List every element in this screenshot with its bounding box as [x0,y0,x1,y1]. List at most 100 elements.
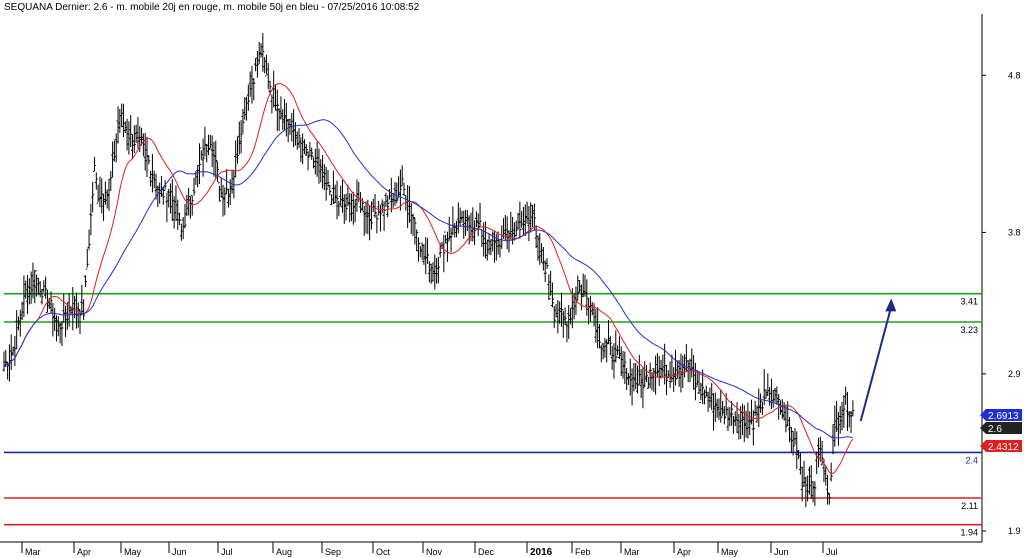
ohlc-bar [82,299,86,321]
ohlc-bar [514,220,518,237]
ohlc-bar [648,362,652,389]
ohlc-bar [597,324,601,349]
ohlc-bar [85,248,89,270]
ohlc-bar [308,141,312,157]
ohlc-bar [326,169,330,190]
ohlc-bar [15,310,19,350]
ohlc-bar [281,109,285,131]
ohlc-bar [257,41,261,64]
x-tick-label-15: Jun [774,547,789,557]
ohlc-bar [286,119,290,143]
ohlc-bar [266,62,270,90]
ohlc-bar [246,84,250,111]
ohlc-bar [800,466,804,502]
x-tick-label-13: Apr [677,547,691,557]
ohlc-bar [290,113,294,142]
ohlc-bar [102,193,106,222]
ohlc-bar [24,280,28,299]
ohlc-bar [310,147,314,160]
ohlc-bar [140,127,144,146]
ohlc-bar [588,295,592,322]
ohlc-bar [802,460,806,487]
ohlc-bar [335,180,339,220]
ohlc-bar [445,231,449,262]
ohlc-bar [159,176,163,197]
ohlc-bar [599,345,603,363]
ohlc-bar [547,274,551,300]
x-tick-label-9: Dec [478,547,495,557]
ohlc-bar [409,203,413,234]
ohlc-bar [636,365,639,394]
ohlc-bar [726,407,730,432]
ohlc-bar [710,382,714,411]
ohlc-bar [254,58,258,72]
ohlc-bar [223,187,227,216]
ohlc-bar [478,202,482,227]
ohlc-bar [264,54,268,77]
ohlc-bar [196,165,200,188]
svg-text:2.6: 2.6 [988,424,1002,435]
ohlc-bar [188,195,192,219]
ohlc-bar [27,278,31,305]
ohlc-bar [842,395,846,428]
ohlc-bar [241,108,245,134]
ohlc-bar [388,189,392,204]
ohlc-bar [94,172,98,190]
support-resistance-lines: 3.41 3.23 2.4 2.11 1.94 [4,292,982,538]
ohlc-bar [540,243,544,263]
ohlc-bar [654,355,658,395]
ohlc-bar [111,141,115,178]
ohlc-bar [433,254,437,290]
ohlc-bar [411,213,415,236]
price-badges: 2.6913 2.6 2.4312 [980,409,1022,453]
ohlc-bar [628,358,632,396]
ohlc-bar [297,128,301,149]
ohlc-bar [274,84,277,111]
ohlc-bar [226,188,230,208]
x-tick-label-2: May [124,547,142,557]
ohlc-bar [283,99,287,131]
ohlc-bar [751,410,755,446]
ohlc-bar [331,170,335,204]
ohlc-bar [353,199,357,223]
ohlc-bar [121,103,125,138]
ohlc-bar [380,199,384,214]
ohlc-bar [344,193,348,221]
ohlc-bar [824,465,828,486]
ohlc-bar [67,293,71,327]
ohlc-bar [152,170,156,189]
ohlc-bar [489,239,493,256]
ohlc-bar [851,400,855,417]
ohlc-bar [141,133,145,157]
ohlc-bar [250,66,254,104]
ohlc-bar [174,185,178,222]
x-tick-label-10: 2016 [530,547,553,558]
ohlc-bar [216,161,220,183]
ohlc-bar [340,179,344,213]
ohlc-bar [521,206,525,236]
ohlc-bar [773,387,777,403]
ohlc-bar [721,401,725,418]
ohlc-bar [693,362,697,401]
ohlc-bar [330,194,334,206]
ohlc-bar [230,169,234,194]
ohlc-bar [826,474,830,505]
ohlc-bar [603,338,607,358]
ohlc-bar [304,143,308,156]
ohlc-bar [791,431,795,456]
ohlc-bar [616,345,620,358]
ohlc-bar [275,89,279,132]
ohlc-bar [789,426,793,454]
ohlc-bar [350,193,354,222]
ohlc-bar [40,288,44,305]
ohlc-bar [362,205,366,236]
ohlc-bar [377,200,381,216]
ohlc-bar [199,147,203,160]
ohlc-bar [156,185,160,208]
ohlc-bar [476,213,480,237]
ohlc-bar [811,481,815,503]
ohlc-bar [838,405,842,434]
ohlc-bar [13,335,17,367]
ohlc-bar [355,179,359,212]
ohlc-bar [766,373,770,397]
